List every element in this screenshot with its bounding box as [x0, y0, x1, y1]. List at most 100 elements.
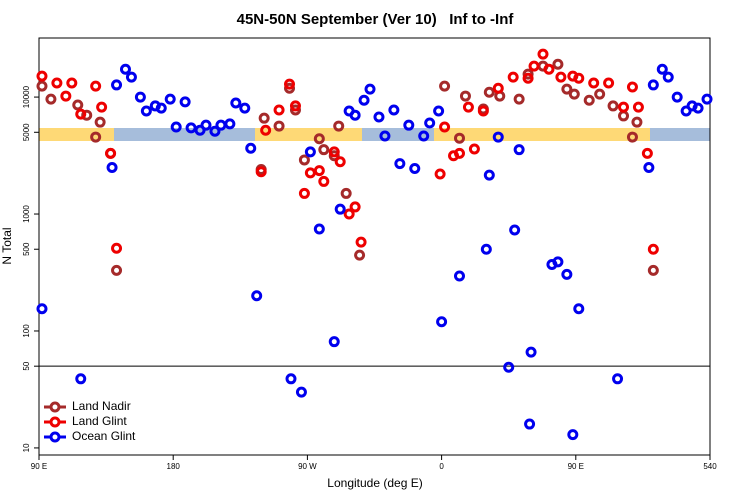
data-point — [334, 203, 346, 215]
data-point — [459, 90, 471, 102]
data-point — [528, 60, 540, 72]
data-point — [513, 93, 525, 105]
data-point — [285, 373, 297, 385]
data-point — [284, 82, 296, 94]
data-point — [179, 96, 191, 108]
data-point — [492, 131, 504, 143]
data-point — [492, 82, 504, 94]
data-point — [555, 71, 567, 83]
data-point — [155, 102, 167, 114]
data-point — [568, 88, 580, 100]
data-point — [701, 93, 713, 105]
legend-label: Land Glint — [72, 414, 127, 428]
data-point — [433, 105, 445, 117]
data-point — [618, 101, 630, 113]
data-point — [105, 147, 117, 159]
data-point — [662, 71, 674, 83]
data-point — [328, 336, 340, 348]
data-point — [641, 147, 653, 159]
data-point — [343, 208, 355, 220]
data-point — [480, 243, 492, 255]
data-point — [295, 386, 307, 398]
data-point — [66, 77, 78, 89]
data-point — [245, 142, 257, 154]
data-point — [373, 111, 385, 123]
data-point — [513, 144, 525, 156]
data-point — [318, 175, 330, 187]
data-point — [537, 48, 549, 60]
data-point — [349, 201, 361, 213]
data-point — [561, 268, 573, 280]
data-point — [439, 80, 451, 92]
data-point — [258, 112, 270, 124]
data-point — [573, 303, 585, 315]
data-point — [583, 94, 595, 106]
data-point — [477, 105, 489, 117]
data-point — [692, 102, 704, 114]
data-point — [525, 346, 537, 358]
data-point — [552, 256, 564, 268]
x-tick-label: 0 — [439, 462, 444, 471]
data-point — [388, 104, 400, 116]
data-point — [94, 116, 106, 128]
y-tick-label: 10 — [22, 443, 31, 452]
data-point — [671, 91, 683, 103]
x-tick-label: 180 — [167, 462, 181, 471]
data-point — [647, 264, 659, 276]
data-point — [483, 169, 495, 181]
data-point — [436, 316, 448, 328]
data-point — [509, 224, 521, 236]
data-point — [164, 93, 176, 105]
data-point — [298, 154, 310, 166]
data-point — [588, 77, 600, 89]
data-point — [349, 109, 361, 121]
data-point — [643, 161, 655, 173]
data-point — [170, 121, 182, 133]
x-tick-label: 90 E — [568, 462, 584, 471]
y-tick-label: 100 — [22, 324, 31, 338]
data-point — [36, 303, 48, 315]
data-point — [468, 143, 480, 155]
data-point — [318, 144, 330, 156]
data-point — [51, 77, 63, 89]
y-tick-label: 10000 — [22, 85, 31, 108]
data-point — [90, 131, 102, 143]
x-tick-label: 540 — [703, 462, 717, 471]
land-band — [255, 128, 362, 141]
data-point — [328, 146, 340, 158]
data-point — [75, 108, 87, 120]
data-point — [111, 264, 123, 276]
data-point — [333, 120, 345, 132]
data-point — [552, 58, 564, 70]
data-point — [632, 101, 644, 113]
data-point — [626, 131, 638, 143]
data-point — [304, 167, 316, 179]
data-point — [289, 104, 301, 116]
data-point — [394, 158, 406, 170]
chart-title: 45N-50N September (Ver 10) Inf to -Inf — [237, 11, 515, 28]
data-point — [111, 242, 123, 254]
data-point — [607, 100, 619, 112]
data-point — [483, 86, 495, 98]
data-point — [106, 161, 118, 173]
data-point — [631, 116, 643, 128]
data-point — [462, 101, 474, 113]
data-point — [453, 132, 465, 144]
data-point — [304, 146, 316, 158]
data-point — [656, 63, 668, 75]
data-point — [289, 100, 301, 112]
data-point — [36, 80, 48, 92]
data-point — [524, 418, 536, 430]
data-point — [313, 133, 325, 145]
data-point — [424, 117, 436, 129]
legend-marker — [49, 401, 61, 413]
data-point — [209, 125, 221, 137]
legend-marker — [49, 416, 61, 428]
data-point — [284, 78, 296, 90]
data-point — [36, 70, 48, 82]
data-point — [340, 187, 352, 199]
data-point — [125, 71, 137, 83]
data-point — [313, 223, 325, 235]
data-point — [507, 71, 519, 83]
data-point — [612, 373, 624, 385]
